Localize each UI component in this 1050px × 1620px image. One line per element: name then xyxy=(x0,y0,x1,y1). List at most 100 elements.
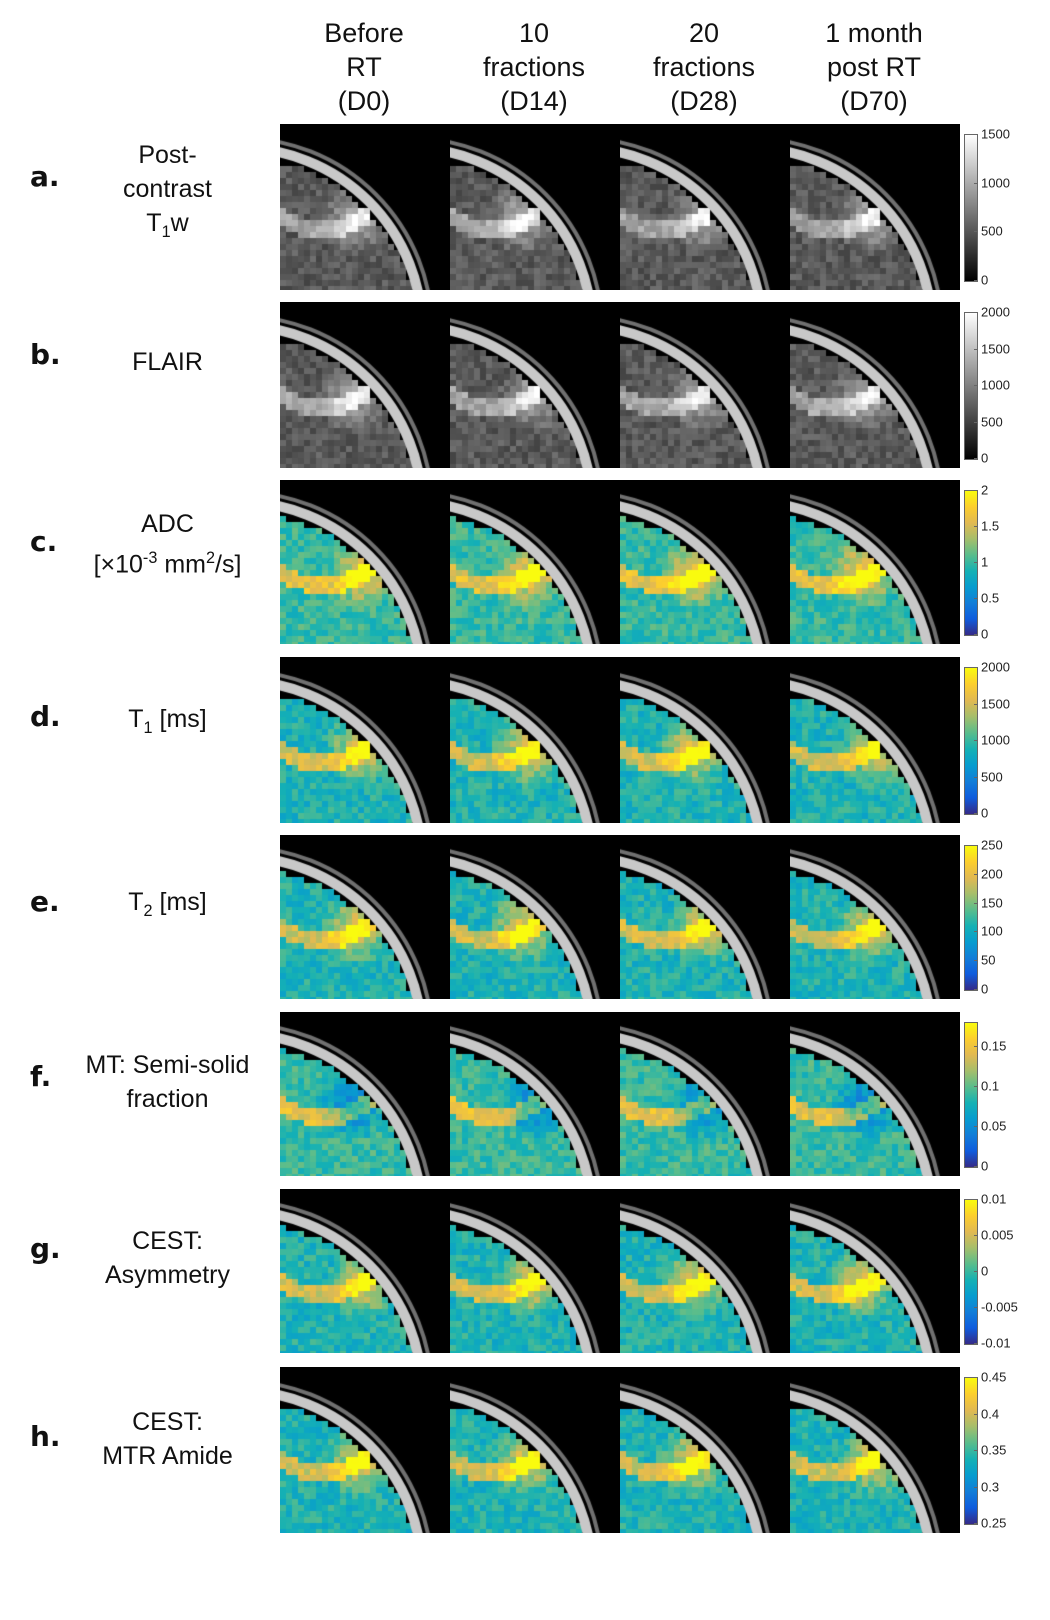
colorbar-tick-label: 1000 xyxy=(981,175,1010,191)
mri-slice-image xyxy=(280,657,448,823)
row-letter: f. xyxy=(30,1060,52,1093)
row-label: MT: Semi-solid fraction xyxy=(80,1048,255,1116)
row-letter: h. xyxy=(30,1420,61,1453)
row-letter: e. xyxy=(30,885,60,918)
mri-slice-image xyxy=(620,835,788,999)
mri-slice-canvas xyxy=(280,835,448,999)
mri-slice-image xyxy=(620,480,788,644)
row-label-line: fraction xyxy=(126,1085,209,1113)
mri-slice-image xyxy=(450,480,618,644)
colorbar-tick-mark xyxy=(974,312,978,313)
mri-slice-canvas xyxy=(790,1367,958,1533)
colorbar-tick-label: 0.1 xyxy=(981,1078,1000,1094)
image-row xyxy=(280,657,960,823)
mri-slice-image xyxy=(790,1367,958,1533)
row-letter: b. xyxy=(30,338,61,371)
mri-slice-canvas xyxy=(620,480,788,644)
mri-slice-canvas xyxy=(620,1189,788,1353)
colorbar: 0.15 0.1 0.05 0 xyxy=(964,1022,1044,1174)
colorbar-tick-mark xyxy=(974,1486,978,1488)
mri-slice-canvas xyxy=(790,835,958,999)
image-row xyxy=(280,835,960,999)
mri-slice-image xyxy=(450,835,618,999)
colorbar-tick-label: 0 xyxy=(981,1158,989,1174)
colorbar: 2000 1500 1000 500 0 xyxy=(964,660,1044,821)
colorbar-tick-label: -0.01 xyxy=(981,1335,1011,1351)
row-label-line: Post- xyxy=(138,141,197,169)
colorbar-tick-mark xyxy=(974,1166,978,1167)
colorbar-tick-label: -0.005 xyxy=(981,1299,1018,1315)
colorbar-tick-mark xyxy=(974,1523,978,1524)
colorbar-tick-mark xyxy=(974,667,978,668)
colorbar: 2000 1500 1000 500 0 xyxy=(964,305,1044,466)
colorbar-gradient xyxy=(964,134,978,282)
row-label-line: T2 [ms] xyxy=(128,888,207,920)
mri-slice-image xyxy=(790,1189,958,1353)
colorbar-gradient xyxy=(964,1022,978,1168)
image-row xyxy=(280,1189,960,1353)
colorbar-tick-mark xyxy=(974,1343,978,1344)
row-label-line: [×10-3 mm2/s] xyxy=(93,549,242,579)
colorbar-tick-mark xyxy=(974,902,978,904)
mri-slice-canvas xyxy=(450,1367,618,1533)
colorbar-tick-mark xyxy=(974,1086,978,1087)
mri-slice-canvas xyxy=(620,657,788,823)
column-header-line: 1 month xyxy=(825,18,923,48)
mri-slice-image xyxy=(280,1367,448,1533)
row-label: FLAIR xyxy=(80,345,255,379)
colorbar-tick-label: 0.4 xyxy=(981,1406,1000,1421)
column-header-3: 20 fractions (D28) xyxy=(629,16,779,118)
row-label-line: contrast xyxy=(123,175,212,203)
colorbar-tick-mark xyxy=(974,1377,978,1378)
mri-slice-canvas xyxy=(790,1012,958,1176)
colorbar-tick-label: 1 xyxy=(981,554,989,570)
mri-slice-image xyxy=(790,302,958,468)
colorbar-tick-label: 1500 xyxy=(981,696,1010,711)
mri-slice-image xyxy=(280,1189,448,1353)
mri-slice-image xyxy=(620,1367,788,1533)
mri-slice-image xyxy=(790,124,958,290)
mri-slice-canvas xyxy=(280,657,448,823)
colorbar-tick-mark xyxy=(974,348,978,350)
colorbar-tick-label: 0.05 xyxy=(981,1118,1007,1134)
mri-slice-canvas xyxy=(280,480,448,644)
colorbar-tick-label: 2 xyxy=(981,482,989,498)
colorbar-tick-mark xyxy=(974,1271,978,1272)
colorbar-tick-mark xyxy=(974,845,978,846)
colorbar-tick-mark xyxy=(974,231,978,233)
column-header-4: 1 month post RT (D70) xyxy=(799,16,949,118)
row-label: T2 [ms] xyxy=(80,885,255,928)
mri-slice-canvas xyxy=(450,124,618,290)
colorbar-tick-mark xyxy=(974,1450,978,1451)
colorbar-tick-mark xyxy=(974,385,978,386)
colorbar-tick-mark xyxy=(974,1199,978,1200)
row-label-line: T1w xyxy=(146,209,189,241)
colorbar-tick-label: 50 xyxy=(981,952,996,968)
mri-slice-canvas xyxy=(620,1012,788,1176)
mri-slice-image xyxy=(790,480,958,644)
colorbar-gradient xyxy=(964,1199,978,1345)
mri-slice-canvas xyxy=(790,657,958,823)
colorbar-tick-label: 500 xyxy=(981,769,1003,784)
colorbar: 0.45 0.4 0.35 0.3 0.25 xyxy=(964,1370,1044,1531)
colorbar-tick-mark xyxy=(974,1413,978,1415)
mri-slice-image xyxy=(620,1189,788,1353)
image-row xyxy=(280,480,960,644)
mri-slice-canvas xyxy=(450,302,618,468)
row-label-line: MT: Semi-solid xyxy=(85,1051,250,1079)
column-header-line: 20 xyxy=(688,18,720,48)
colorbar-tick-label: 1500 xyxy=(981,341,1010,356)
mri-slice-image xyxy=(450,1189,618,1353)
row-label-line: CEST: xyxy=(132,1408,203,1436)
colorbar-tick-label: 0 xyxy=(981,805,989,821)
column-header-line: (D0) xyxy=(337,86,391,116)
colorbar-tick-label: 250 xyxy=(981,837,1003,853)
row-label: CEST: Asymmetry xyxy=(80,1224,255,1292)
colorbar-gradient xyxy=(964,845,978,991)
colorbar: 2 1.5 1 0.5 0 xyxy=(964,483,1044,642)
image-row xyxy=(280,1367,960,1533)
mri-slice-image xyxy=(450,302,618,468)
colorbar-tick-label: 0.005 xyxy=(981,1227,1014,1243)
colorbar-gradient xyxy=(964,312,978,460)
colorbar-tick-mark xyxy=(974,490,978,491)
